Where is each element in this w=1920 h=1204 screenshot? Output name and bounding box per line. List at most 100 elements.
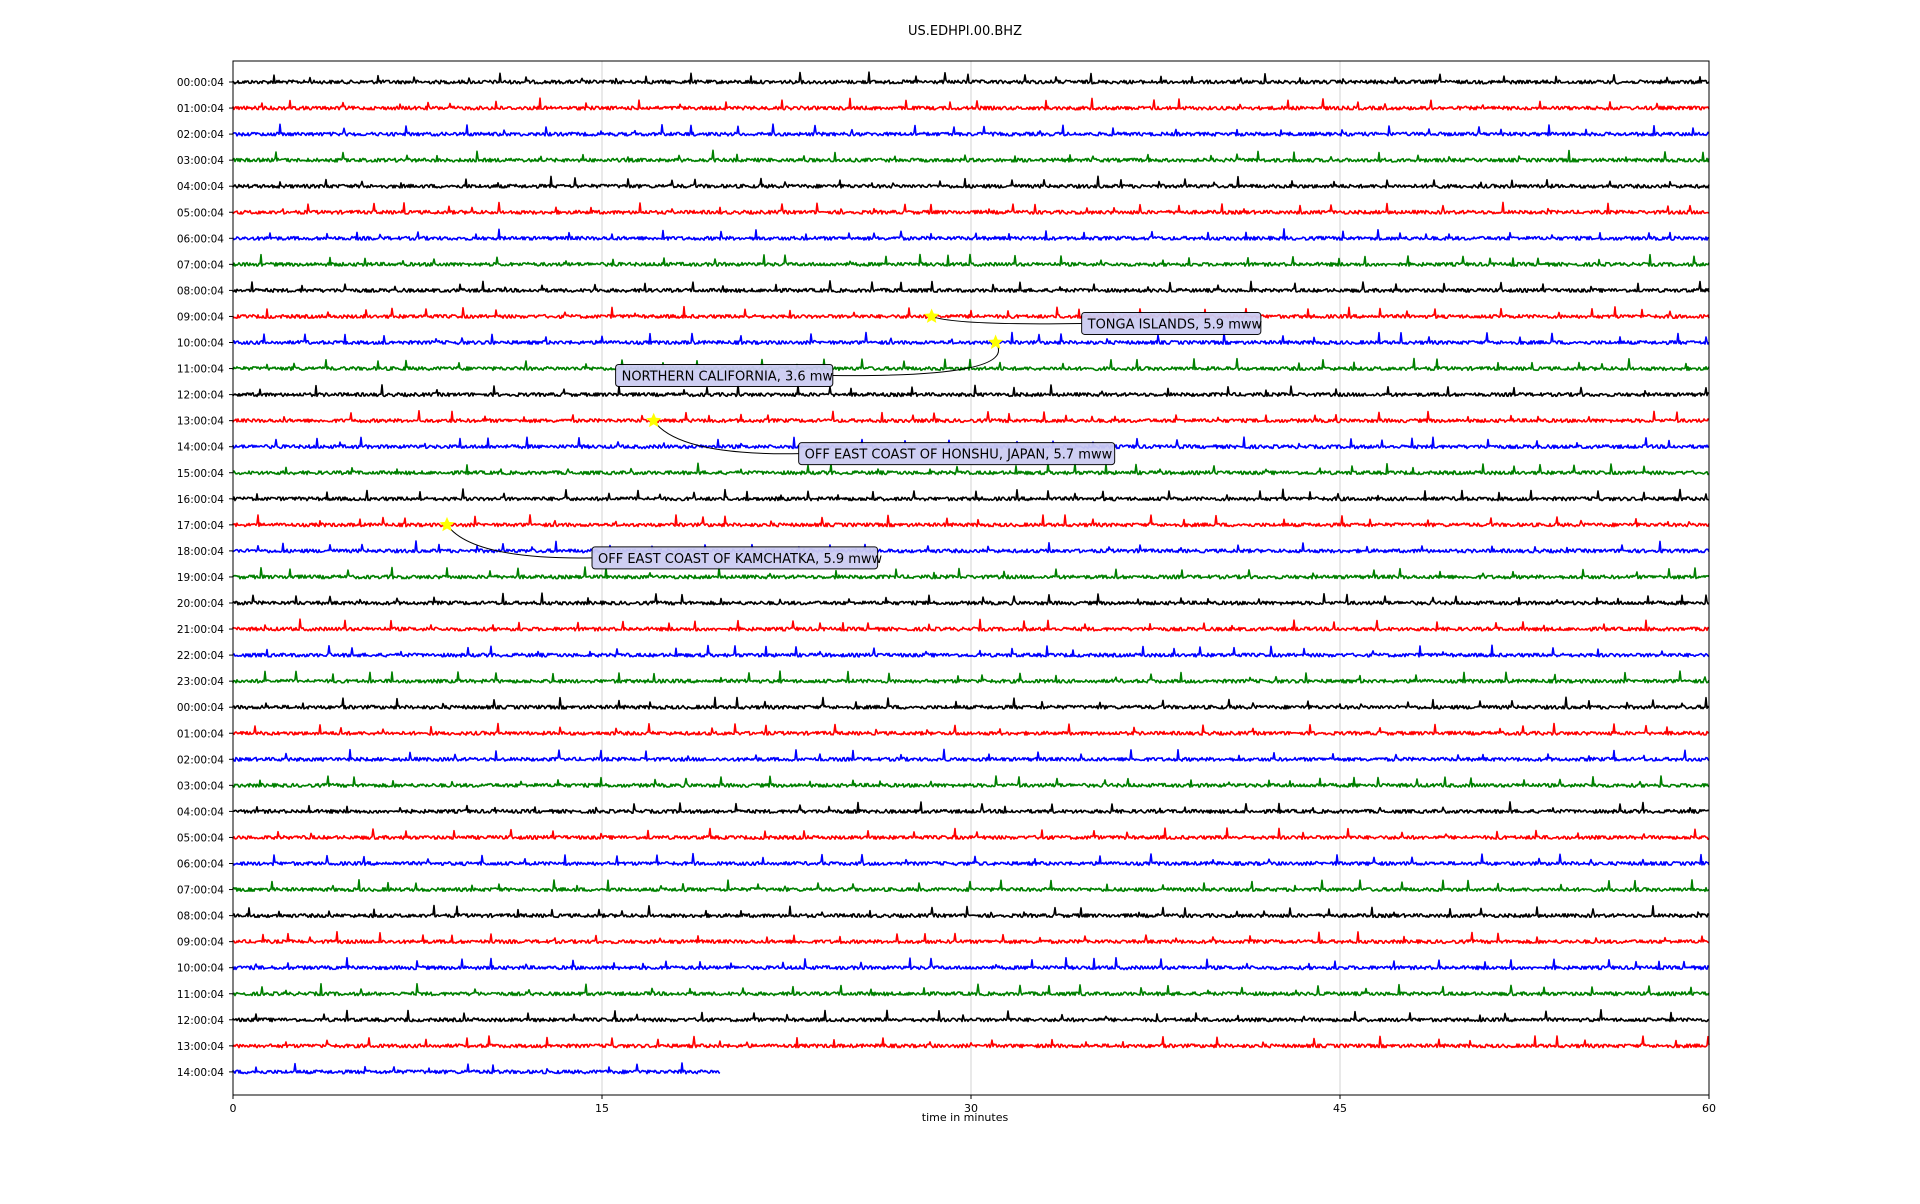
row-time-label: 19:00:04 — [177, 572, 224, 584]
row-time-label: 12:00:04 — [177, 1015, 224, 1027]
row-time-label: 18:00:04 — [177, 546, 224, 558]
row-time-label: 08:00:04 — [177, 911, 224, 923]
trace-line — [232, 357, 1710, 372]
trace-line — [232, 97, 1710, 111]
trace-line — [232, 1035, 1710, 1049]
trace-line — [232, 827, 1710, 840]
event-label-box — [798, 442, 1116, 466]
row-time-label: 05:00:04 — [177, 207, 224, 219]
trace-line — [232, 592, 1710, 606]
trace-line — [232, 488, 1710, 502]
row-time-label: 13:00:04 — [177, 416, 224, 428]
event-label-box — [615, 364, 834, 387]
trace-line — [232, 748, 1710, 762]
row-time-label: 04:00:04 — [177, 181, 224, 193]
event-star-marker — [646, 412, 662, 428]
event-star-marker — [924, 308, 940, 323]
row-time-label: 09:00:04 — [177, 311, 224, 323]
trace-line — [232, 228, 1710, 241]
row-time-label: 10:00:04 — [177, 338, 224, 350]
trace-line — [232, 879, 1710, 893]
trace-line — [232, 644, 1710, 658]
row-time-label: 03:00:04 — [177, 155, 224, 167]
trace-line — [232, 540, 1710, 554]
row-time-label: 11:00:04 — [177, 989, 224, 1001]
trace-line — [232, 566, 1710, 580]
row-time-labels: 00:00:04 01:00:04 02:00:04 03:00:04 04:00:04… — [177, 77, 233, 1079]
trace-line — [232, 331, 1710, 346]
row-time-label: 04:00:04 — [177, 806, 224, 818]
row-time-label: 03:00:04 — [177, 780, 224, 792]
trace-line — [232, 384, 1710, 398]
event-label: OFF EAST COAST OF KAMCHATKA, 5.9 mww — [598, 552, 883, 567]
x-tick-label: 45 — [1333, 1102, 1347, 1115]
event-label: TONGA ISLANDS, 5.9 mww — [1087, 317, 1263, 332]
event-annotations: TONGA ISLANDS, 5.9 mww NORTHERN CALIFORNI… — [439, 308, 1263, 570]
event-star-marker — [988, 334, 1004, 349]
trace-line — [232, 462, 1709, 476]
row-time-label: 12:00:04 — [177, 390, 224, 402]
row-time-label: 23:00:04 — [177, 676, 224, 688]
vertical-grid — [601, 61, 1341, 1095]
x-axis-label: time in minutes — [922, 1111, 1009, 1124]
row-time-label: 05:00:04 — [177, 832, 224, 844]
event-star-marker — [439, 516, 455, 532]
row-time-label: 02:00:04 — [177, 754, 224, 766]
row-time-label: 01:00:04 — [177, 103, 224, 115]
trace-line — [232, 618, 1710, 632]
trace-line — [232, 670, 1710, 684]
row-time-label: 16:00:04 — [177, 494, 224, 506]
row-time-label: 00:00:04 — [177, 77, 224, 89]
row-time-label: 14:00:04 — [177, 1067, 224, 1079]
event-label-box — [1081, 311, 1262, 335]
row-time-label: 08:00:04 — [177, 285, 224, 297]
event-connector — [931, 315, 1082, 325]
trace-line — [232, 904, 1710, 919]
event-connector — [446, 524, 593, 559]
row-time-label: 13:00:04 — [177, 1041, 224, 1053]
trace-line — [232, 175, 1710, 189]
trace-line — [232, 149, 1710, 163]
trace-line — [232, 123, 1710, 137]
x-tick-label: 60 — [1702, 1102, 1716, 1115]
trace-lines — [232, 71, 1710, 1075]
row-time-label: 06:00:04 — [177, 233, 224, 245]
trace-line — [232, 801, 1710, 814]
trace-line — [232, 305, 1710, 319]
trace-line — [232, 253, 1710, 267]
event-connector — [653, 420, 799, 455]
trace-line — [232, 957, 1710, 971]
trace-line — [232, 983, 1710, 997]
trace-line — [232, 931, 1710, 945]
trace-line — [232, 514, 1710, 528]
chart-title: US.EDHPI.00.BHZ — [908, 24, 1022, 39]
row-time-label: 17:00:04 — [177, 520, 224, 532]
x-tick-label: 0 — [230, 1102, 237, 1115]
trace-line — [232, 201, 1710, 215]
row-time-label: 11:00:04 — [177, 364, 224, 376]
row-time-label: 06:00:04 — [177, 859, 224, 871]
row-time-label: 07:00:04 — [177, 885, 224, 897]
trace-line — [232, 1009, 1710, 1023]
row-time-label: 02:00:04 — [177, 129, 224, 141]
trace-line — [232, 410, 1710, 424]
event-label-box — [591, 546, 879, 570]
trace-line — [232, 1062, 721, 1075]
row-time-label: 20:00:04 — [177, 598, 224, 610]
row-time-label: 14:00:04 — [177, 442, 224, 454]
trace-line — [232, 280, 1710, 293]
trace-line — [232, 722, 1710, 736]
row-time-label: 09:00:04 — [177, 937, 224, 949]
event-label: OFF EAST COAST OF HONSHU, JAPAN, 5.7 mww — [805, 448, 1113, 463]
trace-line — [232, 696, 1710, 710]
row-time-label: 15:00:04 — [177, 468, 224, 480]
row-time-label: 21:00:04 — [177, 624, 224, 636]
x-tick-label: 15 — [595, 1102, 609, 1115]
trace-line — [232, 71, 1710, 85]
x-axis-ticks: 0 15 30 45 60 — [230, 1095, 1716, 1115]
row-time-label: 01:00:04 — [177, 728, 224, 740]
trace-line — [232, 775, 1710, 788]
